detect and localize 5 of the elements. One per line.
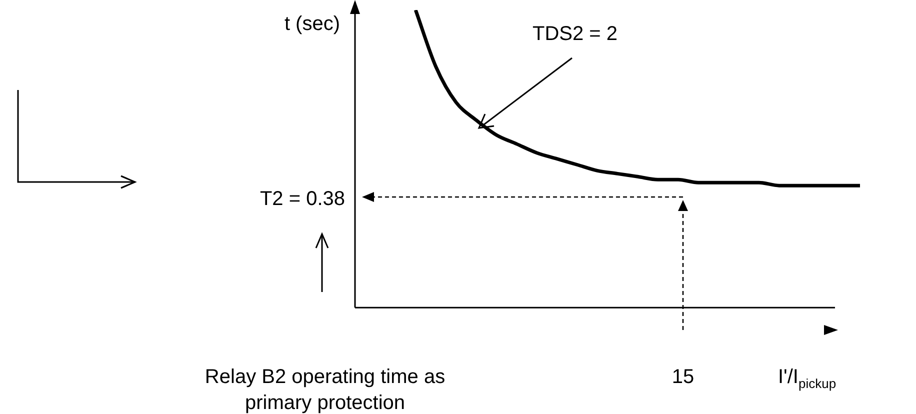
text: Relay B2 operating time as primary protection (204, 366, 446, 414)
annotation: T2 = 0.38 (260, 188, 346, 210)
text: 15 (672, 366, 694, 388)
y-axis-title: t (sec) (284, 13, 340, 35)
annotation: TDS2 = 2 (532, 23, 618, 45)
